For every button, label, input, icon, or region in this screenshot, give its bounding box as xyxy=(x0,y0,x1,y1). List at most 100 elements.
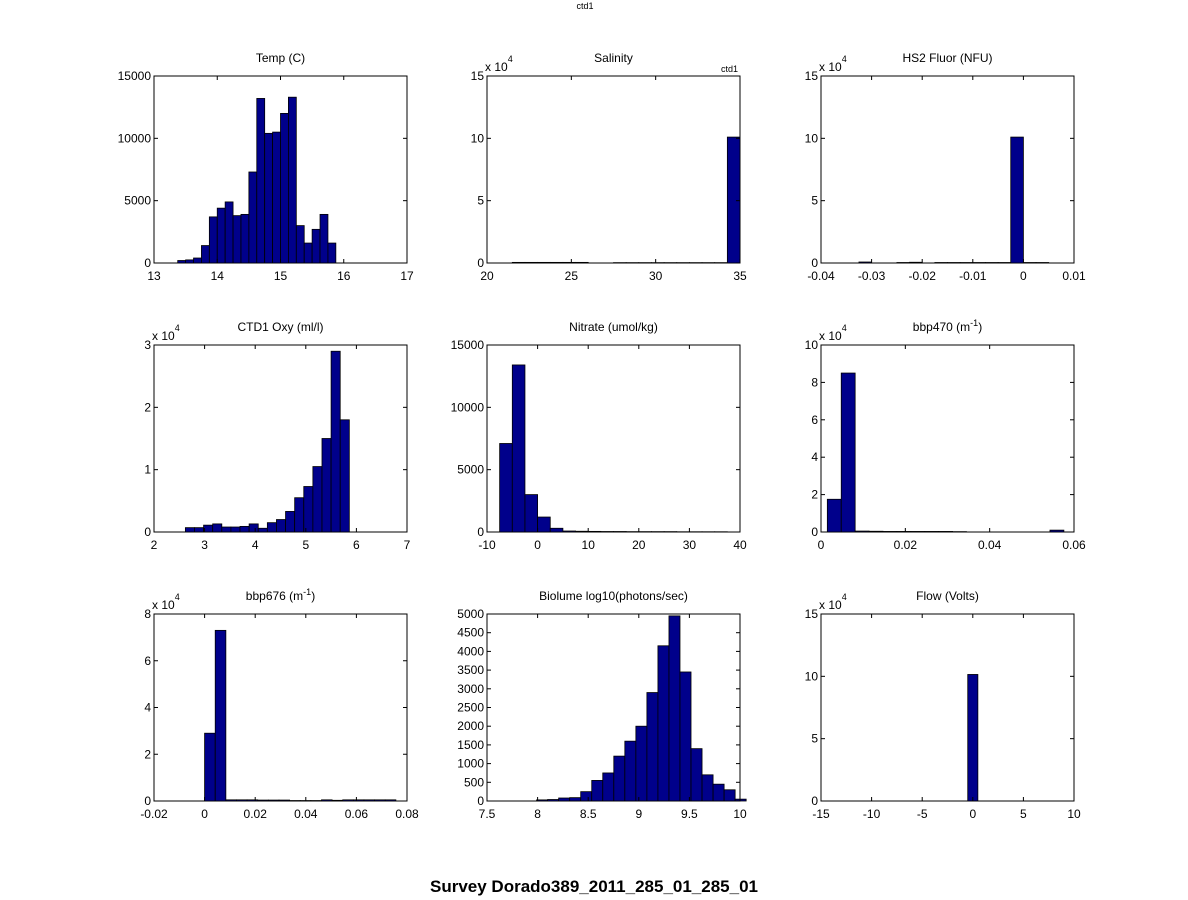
axis-exponent-label: x 104 xyxy=(485,54,513,74)
axes-box xyxy=(820,75,1075,264)
axes-box xyxy=(153,613,408,802)
histogram-bar xyxy=(524,261,539,264)
histogram-bar xyxy=(854,530,870,533)
y-tick-label: 4000 xyxy=(457,644,484,658)
axis-exponent-label: x 104 xyxy=(819,54,847,74)
histogram-bar xyxy=(295,225,305,264)
histogram-bar xyxy=(303,242,313,264)
y-tick-label: 2 xyxy=(811,488,818,502)
histogram-panel: -15 -10 -5 0 5 10 0 5 10 15 Flow (Volts) x 104 xyxy=(805,589,1081,821)
x-tick-label: 40 xyxy=(733,538,747,552)
histogram-bar xyxy=(726,136,741,264)
histogram-panel: -0.04 -0.03 -0.02 -0.01 0 0.01 0 5 10 15 HS2 Fluor… xyxy=(805,51,1086,283)
y-tick-label: 4 xyxy=(144,701,151,715)
histogram-bar xyxy=(896,531,912,533)
panel-title: Salinity xyxy=(594,51,633,65)
histogram-bar xyxy=(511,261,526,264)
y-tick-label: 5000 xyxy=(124,194,151,208)
histogram-bar xyxy=(562,530,576,533)
histogram-bar xyxy=(240,213,250,264)
histogram-bar xyxy=(580,791,593,802)
histogram-bar xyxy=(549,261,564,264)
x-tick-label: 13 xyxy=(147,269,161,283)
histogram-panel: 7.5 8 8.5 9 9.5 10 0 500 1000 1500 2000 2500 3000 350… xyxy=(457,589,747,821)
x-tick-label: 30 xyxy=(649,269,663,283)
histogram-bar xyxy=(624,740,637,802)
x-tick-label: 0.08 xyxy=(395,807,419,821)
histogram-bar xyxy=(536,799,549,802)
histogram-bar xyxy=(232,215,242,264)
histogram-bar xyxy=(734,798,747,802)
histogram-bar xyxy=(537,516,551,533)
x-tick-label: 5 xyxy=(1020,807,1027,821)
y-tick-label: 8 xyxy=(811,375,818,389)
x-tick-label: 9.5 xyxy=(681,807,698,821)
histogram-bar xyxy=(177,260,187,264)
histogram-bar xyxy=(221,526,232,533)
y-tick-label: 1000 xyxy=(457,757,484,771)
histogram-bar xyxy=(712,783,725,802)
x-tick-label: 4 xyxy=(252,538,259,552)
x-tick-label: 25 xyxy=(565,269,579,283)
histogram-bar xyxy=(602,772,615,802)
panel-title: Nitrate (umol/kg) xyxy=(569,320,658,334)
y-tick-label: 500 xyxy=(464,775,484,789)
x-tick-label: 0 xyxy=(969,807,976,821)
histogram-bar xyxy=(967,674,979,802)
histogram-bar xyxy=(384,799,397,802)
x-tick-label: -15 xyxy=(812,807,830,821)
x-tick-label: 0.04 xyxy=(978,538,1002,552)
x-tick-label: 17 xyxy=(400,269,414,283)
x-tick-label: 0.04 xyxy=(294,807,318,821)
histogram-bar xyxy=(193,257,202,264)
histogram-bar xyxy=(524,494,539,533)
y-tick-label: 15000 xyxy=(451,338,485,352)
histogram-bar xyxy=(248,523,259,533)
x-tick-label: 10 xyxy=(1067,807,1081,821)
histogram-bar xyxy=(230,526,241,533)
y-tick-label: 0 xyxy=(477,794,484,808)
panel-annotation: ctd1 xyxy=(721,64,738,74)
histogram-bar xyxy=(327,242,337,264)
panel-title: bbp470 (m-1) xyxy=(913,318,982,334)
x-tick-label: 7.5 xyxy=(479,807,496,821)
histogram-bar xyxy=(294,497,305,533)
histogram-bar xyxy=(272,131,281,264)
figure-header-label: ctd1 xyxy=(576,1,593,11)
x-tick-label: 0.02 xyxy=(244,807,268,821)
histogram-bar xyxy=(339,419,350,533)
histogram-bar xyxy=(858,261,873,264)
histogram-bar xyxy=(312,466,323,533)
x-tick-label: 8.5 xyxy=(580,807,597,821)
x-tick-label: 0.02 xyxy=(894,538,918,552)
histogram-bar xyxy=(276,519,286,533)
histogram-bar xyxy=(246,799,259,802)
histogram-bar xyxy=(331,799,344,802)
y-tick-label: 10 xyxy=(805,669,819,683)
axes-box xyxy=(820,344,1075,533)
panel-title: CTD1 Oxy (ml/l) xyxy=(238,320,324,334)
y-tick-label: 15 xyxy=(805,607,819,621)
histogram-bar xyxy=(239,525,250,533)
histogram-bar xyxy=(280,113,289,264)
histogram-bar xyxy=(184,527,195,533)
y-tick-label: 15000 xyxy=(118,69,152,83)
histogram-bar xyxy=(278,799,291,802)
panel-title: HS2 Fluor (NFU) xyxy=(902,51,992,65)
histogram-bar xyxy=(1010,136,1024,264)
x-tick-label: 20 xyxy=(480,269,494,283)
panel-title: Biolume log10(photons/sec) xyxy=(539,589,688,603)
y-tick-label: 6 xyxy=(144,654,151,668)
axis-exponent-label: x 104 xyxy=(152,323,180,343)
histogram-bar xyxy=(657,645,670,802)
histogram-bar xyxy=(868,530,884,533)
y-tick-label: 0 xyxy=(811,256,818,270)
panel-title: Flow (Volts) xyxy=(916,589,979,603)
histogram-bar xyxy=(668,615,681,802)
x-tick-label: 0 xyxy=(534,538,541,552)
histogram-bar xyxy=(288,96,297,264)
histogram-bar xyxy=(723,789,736,802)
histogram-bar xyxy=(267,799,280,802)
x-tick-label: 35 xyxy=(733,269,747,283)
